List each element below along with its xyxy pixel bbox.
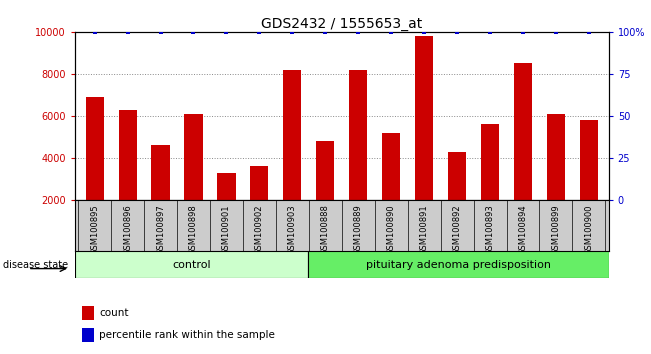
Bar (481, 124, 499, 200)
Bar (184, 114, 202, 200)
Point (254, 29, 264, 35)
Point (551, 29, 561, 35)
Bar (547, 114, 565, 200)
Bar (415, 36, 433, 200)
Bar (309, 251, 609, 278)
Text: disease state: disease state (3, 260, 68, 270)
Title: GDS2432 / 1555653_at: GDS2432 / 1555653_at (261, 17, 422, 31)
Point (188, 29, 199, 35)
Text: GSM100895: GSM100895 (90, 204, 99, 255)
Text: percentile rank within the sample: percentile rank within the sample (100, 330, 275, 340)
Point (386, 29, 396, 35)
Text: count: count (100, 308, 129, 318)
Text: GSM100901: GSM100901 (222, 204, 231, 255)
Text: GSM100892: GSM100892 (452, 204, 462, 255)
Point (485, 29, 495, 35)
Bar (580, 120, 598, 200)
Text: GSM100900: GSM100900 (585, 204, 594, 255)
Bar (82, 327, 94, 342)
Text: GSM100902: GSM100902 (255, 204, 264, 255)
Point (221, 29, 232, 35)
Point (353, 29, 363, 35)
Text: GSM100894: GSM100894 (518, 204, 527, 255)
Bar (152, 145, 170, 200)
Bar (382, 133, 400, 200)
Text: GSM100891: GSM100891 (420, 204, 428, 255)
Point (518, 29, 528, 35)
Text: GSM100898: GSM100898 (189, 204, 198, 255)
Text: GSM100899: GSM100899 (551, 204, 561, 255)
Bar (283, 70, 301, 200)
Bar (75, 251, 309, 278)
Text: GSM100893: GSM100893 (486, 204, 495, 255)
Bar (217, 173, 236, 200)
Bar (251, 166, 268, 200)
Point (584, 29, 594, 35)
Text: control: control (173, 259, 211, 270)
Bar (82, 306, 94, 320)
Text: GSM100896: GSM100896 (123, 204, 132, 255)
Bar (514, 63, 532, 200)
Point (89, 29, 100, 35)
Bar (349, 70, 367, 200)
Bar (448, 152, 466, 200)
Bar (316, 141, 335, 200)
Bar (85, 97, 104, 200)
Text: GSM100903: GSM100903 (288, 204, 297, 255)
Text: GSM100889: GSM100889 (353, 204, 363, 255)
Point (320, 29, 331, 35)
Point (122, 29, 133, 35)
Point (452, 29, 462, 35)
Point (156, 29, 166, 35)
Text: GSM100897: GSM100897 (156, 204, 165, 255)
Text: pituitary adenoma predisposition: pituitary adenoma predisposition (366, 259, 551, 270)
Bar (118, 110, 137, 200)
Text: GSM100888: GSM100888 (321, 204, 330, 255)
Point (419, 29, 430, 35)
Point (287, 29, 298, 35)
Text: GSM100890: GSM100890 (387, 204, 396, 255)
